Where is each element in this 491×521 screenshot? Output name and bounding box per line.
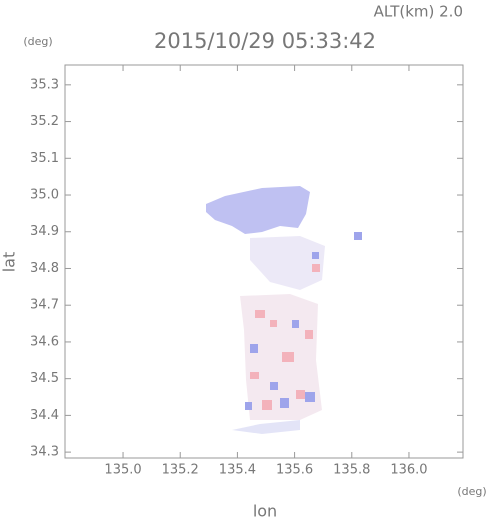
x-tick-label: 135.4	[219, 463, 256, 478]
y-tick-label: 35.2	[30, 114, 59, 129]
y-unit: (deg)	[23, 35, 52, 48]
x-tick-label: 135.6	[276, 463, 313, 478]
x-tick-label: 135.0	[104, 463, 141, 478]
y-tick-label: 34.3	[30, 445, 59, 460]
y-tick-label: 34.9	[30, 224, 59, 239]
x-unit: (deg)	[457, 485, 486, 498]
y-tick-label: 34.4	[30, 408, 59, 423]
y-axis-label: lat	[0, 252, 19, 273]
y-tick-label: 35.3	[30, 77, 59, 92]
x-axis-label: lon	[253, 502, 277, 521]
y-tick-label: 34.8	[30, 261, 59, 276]
y-tick-label: 34.5	[30, 371, 59, 386]
y-tick-label: 34.7	[30, 298, 59, 313]
y-tick-label: 35.1	[30, 151, 59, 166]
chart-title: 2015/10/29 05:33:42	[154, 29, 376, 53]
echo-field	[206, 186, 362, 434]
plot-frame	[64, 64, 464, 459]
x-tick-label: 135.2	[162, 463, 199, 478]
x-tick-label: 135.8	[333, 463, 370, 478]
annotation: ALT(km) 2.0	[374, 3, 463, 21]
y-tick-label: 34.6	[30, 334, 59, 349]
y-tick-label: 35.0	[30, 188, 59, 203]
x-tick-label: 136.0	[390, 463, 427, 478]
